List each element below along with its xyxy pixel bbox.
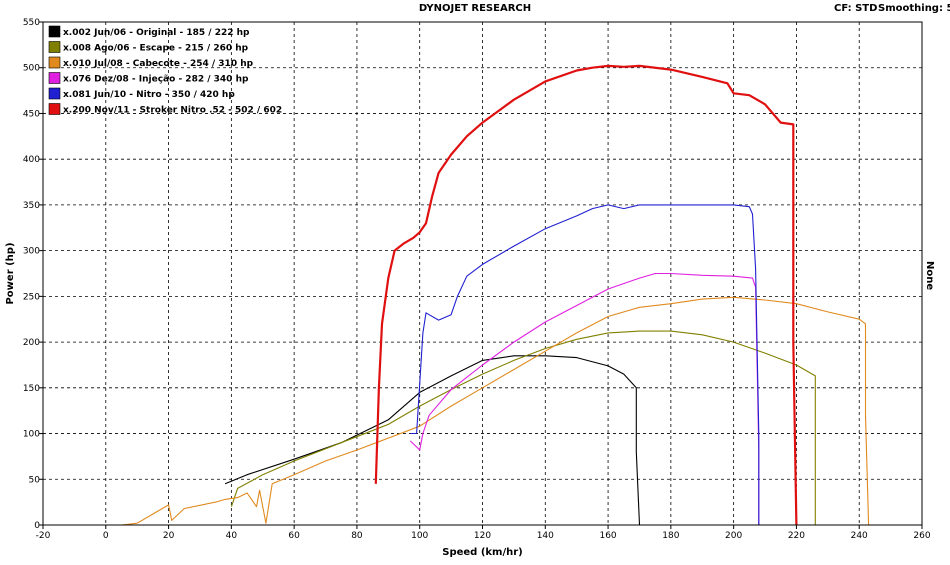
y-tick-label: 50 <box>29 475 41 485</box>
x-tick-label: 200 <box>725 531 742 541</box>
legend-label-2: x.008 Ago/06 - Escape - 215 / 260 hp <box>63 44 249 54</box>
x-tick-label: 60 <box>288 531 300 541</box>
x-tick-label: -20 <box>36 531 51 541</box>
x-tick-label: 140 <box>537 531 554 541</box>
x-tick-label: 260 <box>913 531 930 541</box>
legend-label-5: x.081 Jun/10 - Nitro - 350 / 420 hp <box>63 90 235 100</box>
legend-label-4: x.076 Dez/08 - Injeção - 282 / 340 hp <box>63 75 249 85</box>
series-line-6 <box>374 64 798 526</box>
x-tick-label: 100 <box>411 531 428 541</box>
legend-swatch-4 <box>48 72 61 84</box>
x-tick-label: 180 <box>662 531 679 541</box>
legend-label-6: x.200 Nov/11 - Stroker Nitro .52 - 502 /… <box>63 106 282 116</box>
x-tick-label: 20 <box>163 531 175 541</box>
y-tick-label: 350 <box>23 201 40 211</box>
x-tick-label: 240 <box>851 531 868 541</box>
chart-title: DYNOJET RESEARCH <box>418 3 532 14</box>
y-tick-label: 450 <box>23 109 40 119</box>
legend-label-1: x.002 Jun/06 - Original - 185 / 222 hp <box>63 28 250 38</box>
y-tick-label: 200 <box>23 338 40 348</box>
x-tick-label: 160 <box>599 531 616 541</box>
legend-swatch-6 <box>48 103 61 115</box>
y-tick-label: 250 <box>23 292 40 302</box>
x-tick-label: 220 <box>788 531 805 541</box>
legend-swatch-2 <box>48 41 61 53</box>
x-tick-label: 0 <box>103 531 109 541</box>
y-tick-label: 150 <box>23 384 40 394</box>
y-tick-label: 400 <box>23 155 40 165</box>
x-tick-label: 40 <box>226 531 238 541</box>
legend-swatch-1 <box>48 25 61 38</box>
y-tick-label: 300 <box>23 247 40 257</box>
y-tick-label: 500 <box>23 64 40 74</box>
y-tick-label: 550 <box>23 18 40 28</box>
series-line-4 <box>409 272 760 525</box>
legend-swatch-5 <box>48 87 61 100</box>
y-tick-label: 100 <box>23 430 40 440</box>
legend-label-3: x.010 Jul/08 - Cabecote - 254 / 310 hp <box>63 59 254 69</box>
series-line-1 <box>224 355 641 526</box>
series-line-2 <box>230 330 816 525</box>
smoothing-label: Smoothing: 5 <box>878 3 950 14</box>
x-tick-label: 80 <box>351 531 363 541</box>
y-tick-label: 0 <box>34 521 40 531</box>
x-tick-label: 120 <box>474 531 491 541</box>
correction-factor-label: CF: STD <box>834 3 878 14</box>
series-line-5 <box>410 204 760 525</box>
legend-swatch-3 <box>48 56 61 69</box>
y-axis-label: Power (hp) <box>5 242 16 304</box>
x-axis-label: Speed (km/hr) <box>442 547 522 558</box>
series-line-3 <box>121 296 870 526</box>
